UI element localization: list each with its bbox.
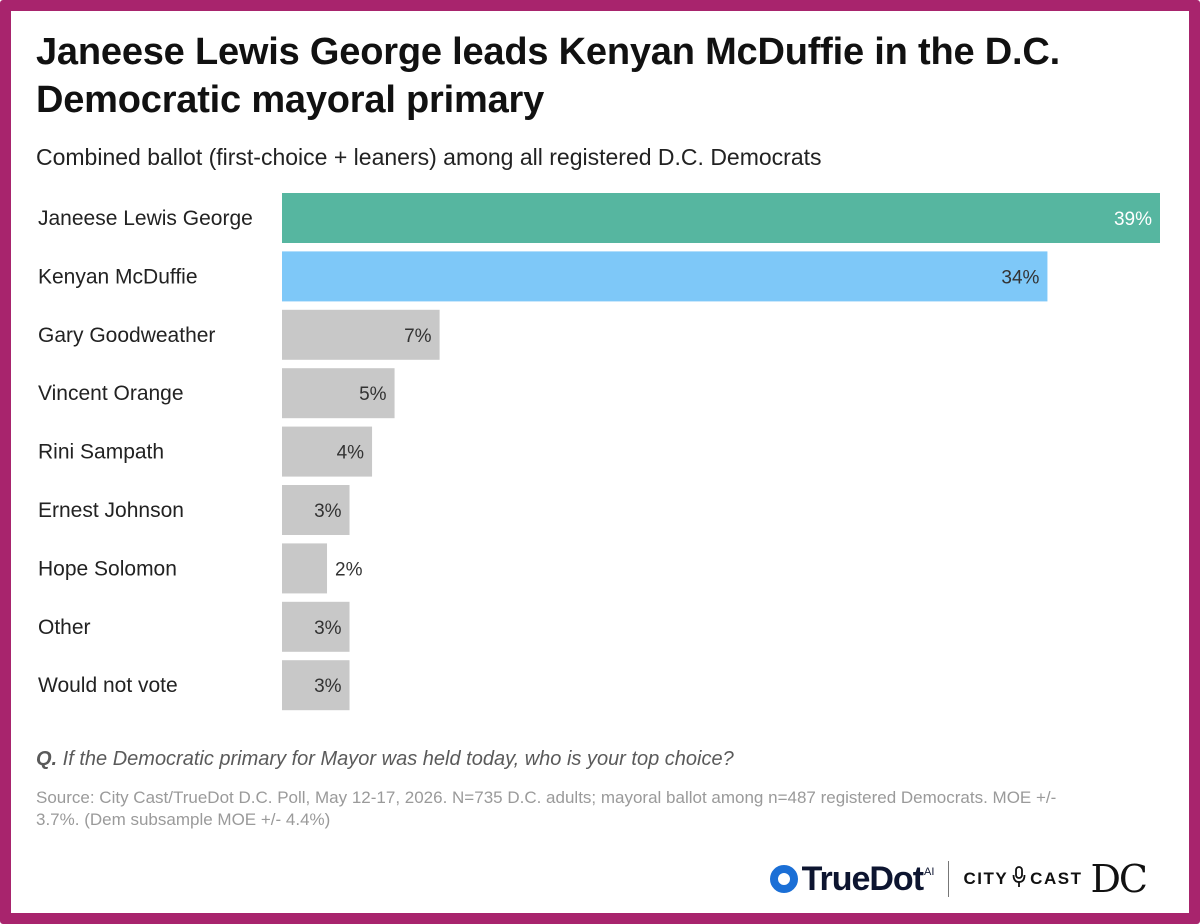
chart-title: Janeese Lewis George leads Kenyan McDuff… <box>36 31 1060 121</box>
source-note: Source: City Cast/TrueDot D.C. Poll, May… <box>36 788 1057 829</box>
value-label: 2% <box>335 559 363 580</box>
bar <box>282 485 350 535</box>
category-label: Ernest Johnson <box>38 499 184 522</box>
chart-subtitle: Combined ballot (first-choice + leaners)… <box>36 144 822 170</box>
truedot-wordmark: TrueDot <box>801 859 924 898</box>
category-label: Rini Sampath <box>38 441 164 464</box>
question-text: If the Democratic primary for Mayor was … <box>57 748 734 770</box>
logos: TrueDot AI CITY CAST DC <box>769 856 1148 902</box>
value-label: 3% <box>314 618 342 639</box>
question-prefix: Q. <box>36 748 58 770</box>
value-label: 5% <box>359 384 387 405</box>
bar <box>282 251 1048 302</box>
citycast-city: CITY <box>963 869 1009 888</box>
category-label: Vincent Orange <box>38 382 184 405</box>
value-label: 7% <box>404 326 432 347</box>
survey-question: Q. If the Democratic primary for Mayor w… <box>36 748 734 771</box>
category-label: Janeese Lewis George <box>38 207 253 230</box>
value-label: 4% <box>337 443 365 464</box>
bar <box>282 601 350 652</box>
citycast-logo: CITY CAST DC <box>963 857 1148 901</box>
citycast-dc: DC <box>1090 857 1148 901</box>
category-label: Other <box>38 616 91 639</box>
value-label: 34% <box>1001 267 1039 288</box>
truedot-dot-icon <box>769 865 798 893</box>
bar <box>282 193 1160 243</box>
value-label: 3% <box>314 676 342 697</box>
category-label: Gary Goodweather <box>38 324 215 347</box>
truedot-ai-superscript: AI <box>924 865 935 878</box>
bar <box>282 660 350 711</box>
category-label: Kenyan McDuffie <box>38 265 198 288</box>
bar <box>282 543 328 594</box>
category-label: Hope Solomon <box>38 557 177 580</box>
bar <box>282 368 395 419</box>
value-label: 3% <box>314 501 342 522</box>
logo-divider <box>948 861 950 897</box>
value-label: 39% <box>1114 209 1152 230</box>
truedot-logo: TrueDot AI <box>769 859 935 899</box>
microphone-icon <box>1012 865 1026 893</box>
category-label: Would not vote <box>38 674 178 697</box>
citycast-cast: CAST <box>1030 869 1083 888</box>
bar <box>282 309 440 360</box>
bar <box>282 426 373 477</box>
